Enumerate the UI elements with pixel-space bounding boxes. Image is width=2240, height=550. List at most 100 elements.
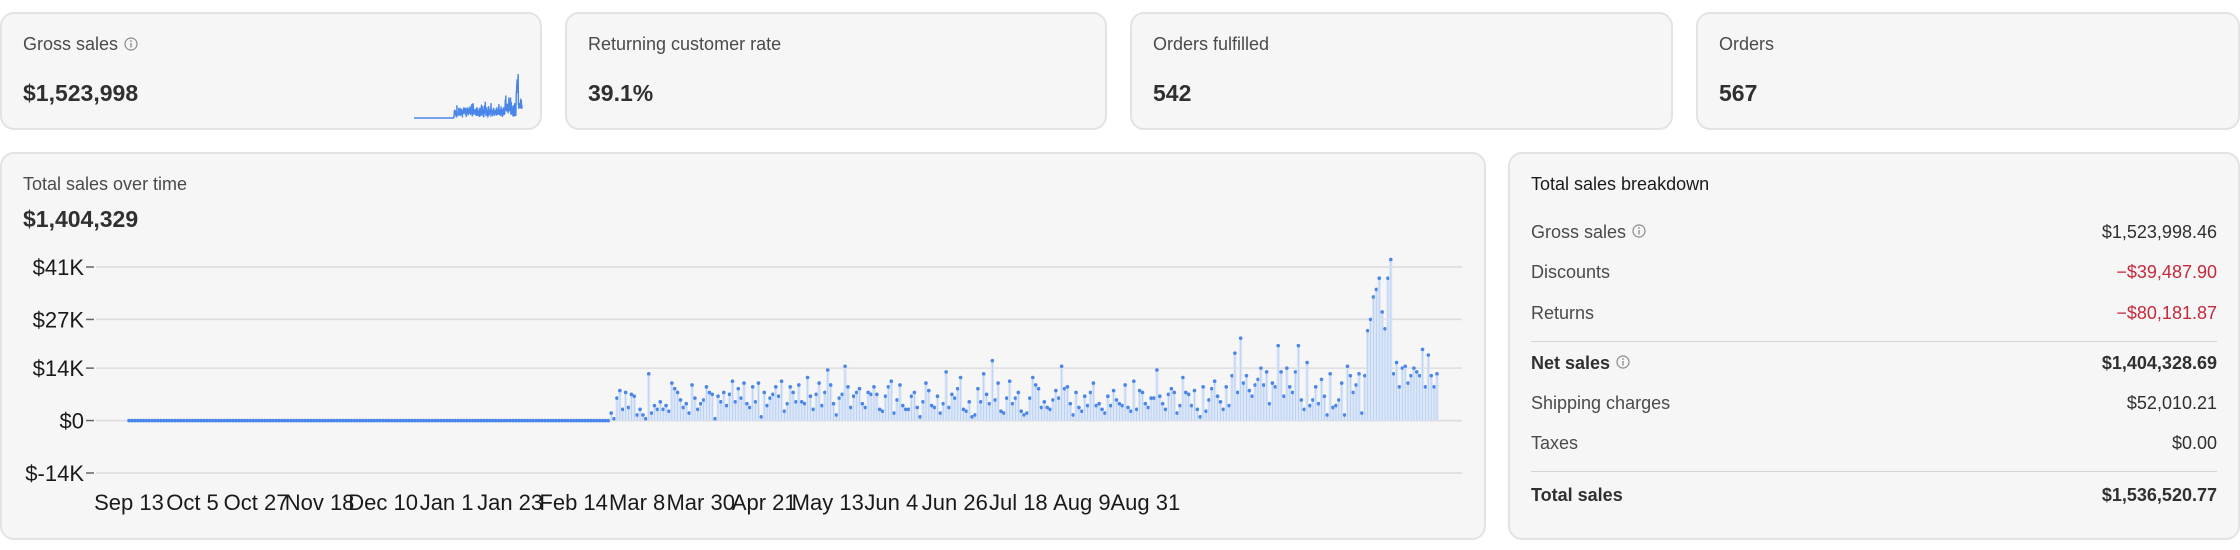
data-point[interactable]: [938, 411, 943, 415]
data-point[interactable]: [300, 418, 305, 423]
data-point[interactable]: [921, 400, 925, 404]
data-point[interactable]: [724, 403, 729, 408]
data-point[interactable]: [1374, 287, 1379, 292]
data-point[interactable]: [1334, 403, 1338, 408]
data-point[interactable]: [1377, 276, 1382, 281]
data-point[interactable]: [222, 418, 227, 423]
data-point[interactable]: [170, 418, 175, 423]
data-point[interactable]: [687, 411, 691, 415]
data-point[interactable]: [511, 418, 515, 423]
data-point[interactable]: [1221, 407, 1226, 412]
data-point[interactable]: [958, 375, 963, 380]
data-point[interactable]: [620, 407, 625, 412]
data-point[interactable]: [343, 418, 348, 423]
data-point[interactable]: [1389, 257, 1393, 262]
data-point[interactable]: [635, 413, 639, 417]
data-point[interactable]: [470, 418, 475, 423]
data-point[interactable]: [398, 418, 403, 423]
data-point[interactable]: [794, 400, 798, 404]
data-point[interactable]: [476, 418, 481, 423]
data-point[interactable]: [811, 407, 816, 412]
data-point[interactable]: [716, 394, 720, 399]
data-point[interactable]: [955, 386, 960, 391]
data-point[interactable]: [1140, 390, 1145, 395]
data-point[interactable]: [1103, 411, 1107, 415]
data-point[interactable]: [173, 418, 177, 423]
data-point[interactable]: [239, 418, 244, 423]
data-point[interactable]: [1423, 385, 1428, 389]
data-point[interactable]: [623, 390, 628, 395]
data-point[interactable]: [970, 415, 974, 419]
data-point[interactable]: [167, 418, 172, 423]
data-point[interactable]: [1054, 388, 1058, 393]
data-point[interactable]: [1117, 401, 1122, 406]
data-point[interactable]: [756, 381, 761, 385]
data-point[interactable]: [1331, 405, 1335, 410]
data-point[interactable]: [1227, 403, 1231, 408]
data-point[interactable]: [808, 394, 813, 399]
data-point[interactable]: [696, 407, 700, 412]
data-point[interactable]: [372, 418, 377, 423]
data-point[interactable]: [935, 394, 940, 399]
data-point[interactable]: [332, 418, 336, 423]
data-point[interactable]: [1016, 390, 1021, 395]
data-point[interactable]: [568, 418, 573, 423]
data-point[interactable]: [906, 407, 911, 412]
data-point[interactable]: [127, 418, 131, 423]
data-point[interactable]: [592, 418, 596, 423]
data-point[interactable]: [1293, 370, 1298, 374]
data-point[interactable]: [1198, 415, 1203, 419]
data-point[interactable]: [834, 413, 839, 417]
data-point[interactable]: [1345, 364, 1350, 369]
data-point[interactable]: [205, 418, 209, 423]
data-point[interactable]: [745, 401, 749, 406]
data-point[interactable]: [1414, 370, 1419, 374]
data-point[interactable]: [459, 418, 463, 423]
data-point[interactable]: [358, 418, 362, 423]
data-point[interactable]: [499, 418, 504, 423]
data-point[interactable]: [1068, 401, 1073, 406]
data-point[interactable]: [335, 418, 339, 423]
data-point[interactable]: [583, 418, 588, 423]
data-point[interactable]: [918, 415, 922, 419]
data-point[interactable]: [352, 418, 357, 423]
info-icon[interactable]: [124, 37, 138, 51]
data-point[interactable]: [242, 418, 247, 423]
data-point[interactable]: [739, 396, 743, 400]
kpi-card-gross-sales[interactable]: Gross sales $1,523,998: [0, 12, 542, 130]
data-point[interactable]: [1178, 403, 1182, 408]
data-point[interactable]: [1123, 383, 1127, 387]
data-point[interactable]: [753, 400, 758, 404]
data-point[interactable]: [1051, 398, 1055, 402]
data-point[interactable]: [1166, 392, 1171, 397]
data-point[interactable]: [193, 418, 198, 423]
data-point[interactable]: [265, 418, 270, 423]
data-point[interactable]: [658, 400, 663, 404]
data-point[interactable]: [684, 401, 689, 406]
data-point[interactable]: [1207, 398, 1211, 402]
data-point[interactable]: [545, 418, 550, 423]
data-point[interactable]: [1391, 371, 1396, 376]
data-point[interactable]: [892, 411, 896, 415]
data-point[interactable]: [219, 418, 224, 423]
data-point[interactable]: [817, 381, 821, 385]
data-point[interactable]: [589, 418, 593, 423]
data-point[interactable]: [297, 418, 302, 423]
data-point[interactable]: [213, 418, 218, 423]
data-point[interactable]: [618, 388, 622, 393]
data-point[interactable]: [597, 418, 602, 423]
data-point[interactable]: [1065, 385, 1070, 389]
data-point[interactable]: [537, 418, 541, 423]
data-point[interactable]: [488, 418, 492, 423]
data-point[interactable]: [135, 418, 140, 423]
data-point[interactable]: [444, 418, 449, 423]
info-icon[interactable]: [1616, 355, 1630, 369]
data-point[interactable]: [225, 418, 229, 423]
data-point[interactable]: [638, 407, 642, 412]
data-point[interactable]: [1250, 394, 1255, 399]
data-point[interactable]: [271, 418, 276, 423]
data-point[interactable]: [1354, 383, 1358, 387]
data-point[interactable]: [1088, 390, 1093, 395]
data-point[interactable]: [1270, 381, 1275, 385]
data-point[interactable]: [993, 398, 998, 402]
